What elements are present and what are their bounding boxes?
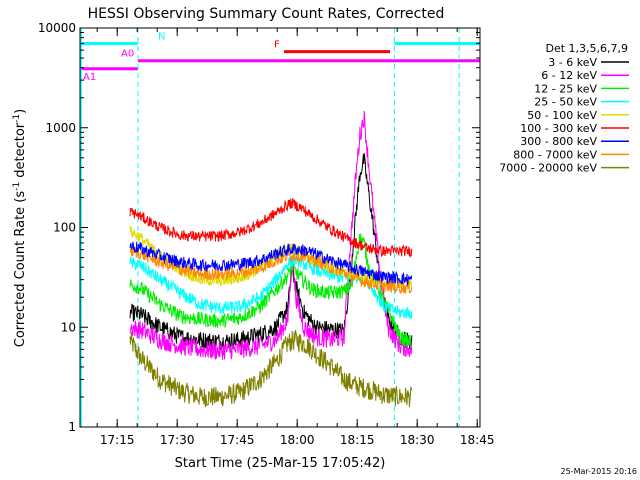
x-tick-label: 18:45 <box>460 433 495 447</box>
legend-title: Det 1,3,5,6,7,9 <box>545 42 628 55</box>
y-tick-label: 1 <box>68 420 76 434</box>
series-line-100-300-kev <box>129 198 413 258</box>
state-bar-label-a0: A0 <box>121 49 134 60</box>
x-tick-label: 17:45 <box>220 433 255 447</box>
series-line-12-25-kev <box>129 233 413 349</box>
legend-label-12-25-kev: 12 - 25 keV <box>534 82 597 95</box>
x-tick-label: 18:30 <box>400 433 435 447</box>
legend-label-7000-20000-kev: 7000 - 20000 keV <box>499 162 597 175</box>
y-axis-label: Corrected Count Rate (s-1 detector-1) <box>12 109 28 347</box>
x-tick-label: 18:00 <box>280 433 315 447</box>
legend-label-3-6-kev: 3 - 6 keV <box>548 56 597 69</box>
x-tick-label: 18:15 <box>340 433 375 447</box>
y-tick-label: 10 <box>61 320 76 334</box>
legend-label-300-800-kev: 300 - 800 keV <box>520 135 597 148</box>
series-line-7000-20000-kev <box>129 329 413 408</box>
state-bar-label-f: F <box>274 40 280 51</box>
plot-frame <box>79 27 481 428</box>
y-tick-label: 1000 <box>45 121 76 135</box>
legend-label-6-12-kev: 6 - 12 keV <box>541 69 597 82</box>
y-axis: 1 10 100 1000 10000 <box>38 21 480 434</box>
state-change-lines <box>80 28 460 427</box>
x-tick-label: 17:30 <box>160 433 195 447</box>
series-line-3-6-kev <box>129 153 413 352</box>
x-axis: 17:15 17:30 17:45 18:00 18:15 18:30 18:45 <box>96 28 495 447</box>
x-axis-label: Start Time (25-Mar-15 17:05:42) <box>175 456 386 471</box>
count-rate-series <box>129 110 413 408</box>
attenuator-bars: N F A0 A1 <box>80 31 480 83</box>
x-tick-label: 17:15 <box>100 433 135 447</box>
legend-label-50-100-kev: 50 - 100 keV <box>527 109 597 122</box>
series-line-300-800-kev <box>129 241 413 287</box>
chart-title: HESSI Observing Summary Count Rates, Cor… <box>88 6 445 22</box>
state-bar-label-n: N <box>158 31 165 42</box>
series-line-6-12-kev <box>129 110 413 361</box>
legend-label-100-300-kev: 100 - 300 keV <box>520 122 597 135</box>
timestamp: 25-Mar-2015 20:16 <box>561 467 638 476</box>
state-bar-label-a1: A1 <box>83 72 96 83</box>
y-tick-label: 100 <box>53 221 76 235</box>
legend-label-25-50-kev: 25 - 50 keV <box>534 96 597 109</box>
legend-label-800-7000-kev: 800 - 7000 keV <box>513 148 597 161</box>
y-tick-label: 10000 <box>38 21 76 35</box>
